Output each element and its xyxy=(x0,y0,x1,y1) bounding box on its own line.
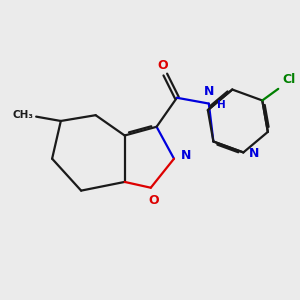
Text: N: N xyxy=(249,147,259,161)
Text: O: O xyxy=(157,58,168,72)
Text: Cl: Cl xyxy=(283,73,296,86)
Text: O: O xyxy=(148,194,159,207)
Text: H: H xyxy=(217,100,226,110)
Text: N: N xyxy=(204,85,214,98)
Text: N: N xyxy=(180,149,191,162)
Text: CH₃: CH₃ xyxy=(12,110,33,120)
